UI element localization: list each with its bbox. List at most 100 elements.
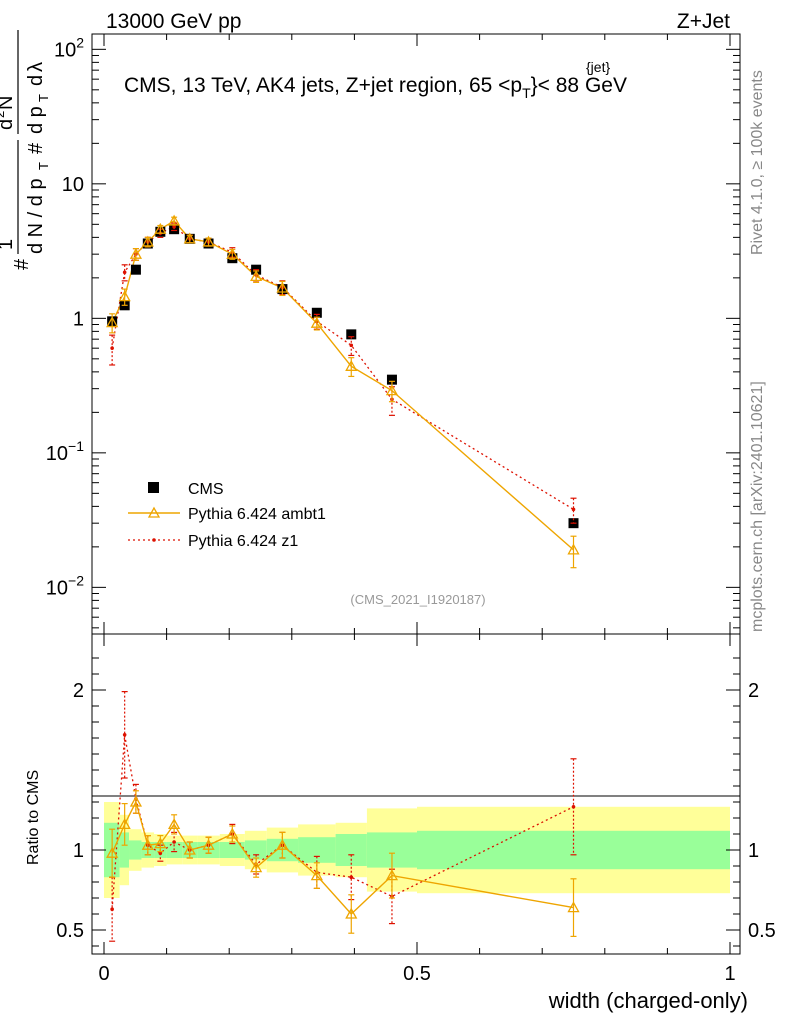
z1-ratio-point-1 xyxy=(122,733,127,737)
legend-label-1: Pythia 6.424 ambt1 xyxy=(188,506,326,523)
analysis-id: (CMS_2021_I1920187) xyxy=(350,592,485,607)
y-ratio-tick-label-right-1: 1 xyxy=(748,840,759,862)
ratio-y-axis-label: Ratio to CMS xyxy=(25,770,42,865)
z1-main-point-1 xyxy=(122,270,127,275)
y-ratio-tick-label-right-0: 0.5 xyxy=(748,920,776,942)
y-main-tick-label-2: 1 xyxy=(73,308,84,330)
band-stat-8 xyxy=(219,842,245,858)
plot-title: CMS, 13 TeV, AK4 jets, Z+jet region, 65 … xyxy=(124,74,627,101)
ambt1-ratio-point-14 xyxy=(567,901,580,913)
y-main-tick-label-4: 102 xyxy=(54,34,84,61)
z1-ratio-point-5 xyxy=(172,840,176,844)
legend-z1-marker xyxy=(152,538,156,542)
ambt1-main-point-9 xyxy=(250,270,263,282)
ambt1-ratio-point-11 xyxy=(310,869,323,881)
ambt1-main-line xyxy=(111,220,574,551)
ambt1-main-point-7 xyxy=(202,235,215,247)
z1-ratio-point-0 xyxy=(110,907,114,911)
axis-ticks: 0 0.5 1 10−2 10−1 1 10 102 0.5 0.5 1 1 2 2 xyxy=(46,34,776,985)
ambt1-ratio-point-2 xyxy=(129,795,143,807)
z1-ratio-point-14 xyxy=(571,805,576,809)
z1-main-line xyxy=(111,225,574,510)
ambt1-main-point-14 xyxy=(567,543,580,555)
legend: CMS Pythia 6.424 ambt1 Pythia 6.424 z1 xyxy=(128,481,326,550)
legend-cms-marker xyxy=(148,482,159,493)
svg-text:#: # xyxy=(25,142,47,154)
ambt1-main-point-13 xyxy=(385,384,399,396)
ambt1-ratio-point-9 xyxy=(250,861,263,873)
ambt1-main-point-2 xyxy=(129,247,143,259)
ambt1-ratio-point-5 xyxy=(168,818,181,830)
svg-text:#: # xyxy=(11,258,33,270)
source-label: mcplots.cern.ch [arXiv:2401.10621] xyxy=(749,381,766,632)
ambt1-ratio-point-13 xyxy=(385,869,399,881)
svg-text:T: T xyxy=(36,162,51,170)
title-main: CMS, 13 TeV, AK4 jets, Z+jet region, 65 … xyxy=(124,74,522,97)
svg-text:λ: λ xyxy=(25,62,47,72)
y-ratio-tick-label-right-2: 2 xyxy=(748,680,759,702)
z1-main-point-12 xyxy=(349,343,354,348)
z1-main-point-5 xyxy=(172,224,176,229)
energy-label: 13000 GeV pp xyxy=(106,10,241,33)
ambt1-main-point-6 xyxy=(183,232,196,244)
y-main-tick-label-3: 10 xyxy=(62,174,84,196)
ambt1-ratio-point-8 xyxy=(226,827,239,839)
ambt1-ratio-point-4 xyxy=(154,837,167,849)
process-label: Z+Jet xyxy=(677,10,730,33)
band-stat-14 xyxy=(417,830,730,870)
cms-point-5 xyxy=(169,224,180,235)
legend-label-0: CMS xyxy=(188,481,224,498)
ambt1-main-point-10 xyxy=(276,281,289,293)
z1-main-point-14 xyxy=(571,507,576,512)
title-sup: {jet} xyxy=(586,59,610,75)
cms-point-11 xyxy=(311,307,322,318)
band-stat-11 xyxy=(298,837,336,863)
ambt1-main-point-4 xyxy=(154,222,167,234)
ambt1-main-point-5 xyxy=(168,214,181,226)
title-sub: T xyxy=(522,85,531,101)
legend-label-2: Pythia 6.424 z1 xyxy=(188,533,298,550)
cms-point-2 xyxy=(130,264,141,275)
ambt1-main-point-8 xyxy=(226,247,239,259)
title-end: }< 88 GeV xyxy=(531,74,627,97)
ambt1-ratio-point-0 xyxy=(106,846,119,858)
legend-ambt1-marker xyxy=(147,506,161,518)
x-tick-label-1: 0.5 xyxy=(403,963,431,985)
ambt1-ratio-point-12 xyxy=(345,907,358,919)
svg-text:d N / d p: d N / d p xyxy=(25,178,47,254)
ambt1-ratio-point-10 xyxy=(276,838,289,850)
cms-point-12 xyxy=(346,329,357,340)
band-stat-12 xyxy=(335,834,367,866)
y-main-tick-label-1: 10−1 xyxy=(46,438,84,465)
svg-text:d p: d p xyxy=(25,106,47,134)
y-ratio-tick-label-2: 2 xyxy=(73,680,84,702)
band-stat-9 xyxy=(244,840,267,860)
svg-text:d: d xyxy=(25,75,47,86)
ambt1-ratio-point-7 xyxy=(202,838,215,850)
ambt1-main-point-3 xyxy=(141,235,154,247)
y-ratio-tick-label-0: 0.5 xyxy=(56,920,84,942)
x-axis-label: width (charged-only) xyxy=(548,988,748,1013)
ambt1-ratio-point-1 xyxy=(118,818,131,830)
main-y-axis-label: # 1 d N / d p T # d 2 N d p T d λ xyxy=(0,30,51,270)
svg-text:1: 1 xyxy=(0,239,17,250)
z1-main-point-0 xyxy=(110,346,114,350)
ambt1-main-point-0 xyxy=(106,316,119,328)
cms-point-13 xyxy=(386,374,397,385)
band-stat-1 xyxy=(119,832,130,868)
ambt1-ratio-point-6 xyxy=(183,843,196,855)
z1-ratio-point-12 xyxy=(349,875,354,879)
svg-text:N: N xyxy=(0,96,17,110)
x-tick-label-2: 1 xyxy=(724,963,735,985)
ambt1-main-point-1 xyxy=(118,290,131,302)
x-tick-label-0: 0 xyxy=(98,963,109,985)
ambt1-main-point-11 xyxy=(310,316,323,328)
y-main-tick-label-0: 10−2 xyxy=(46,572,84,599)
ambt1-main-point-12 xyxy=(345,359,358,371)
y-ratio-tick-label-1: 1 xyxy=(73,840,84,862)
svg-text:2: 2 xyxy=(0,111,7,118)
rivet-version-label: Rivet 4.1.0, ≥ 100k events xyxy=(749,70,766,255)
z1-ratio-point-4 xyxy=(158,851,163,855)
ambt1-ratio-point-3 xyxy=(141,838,154,850)
